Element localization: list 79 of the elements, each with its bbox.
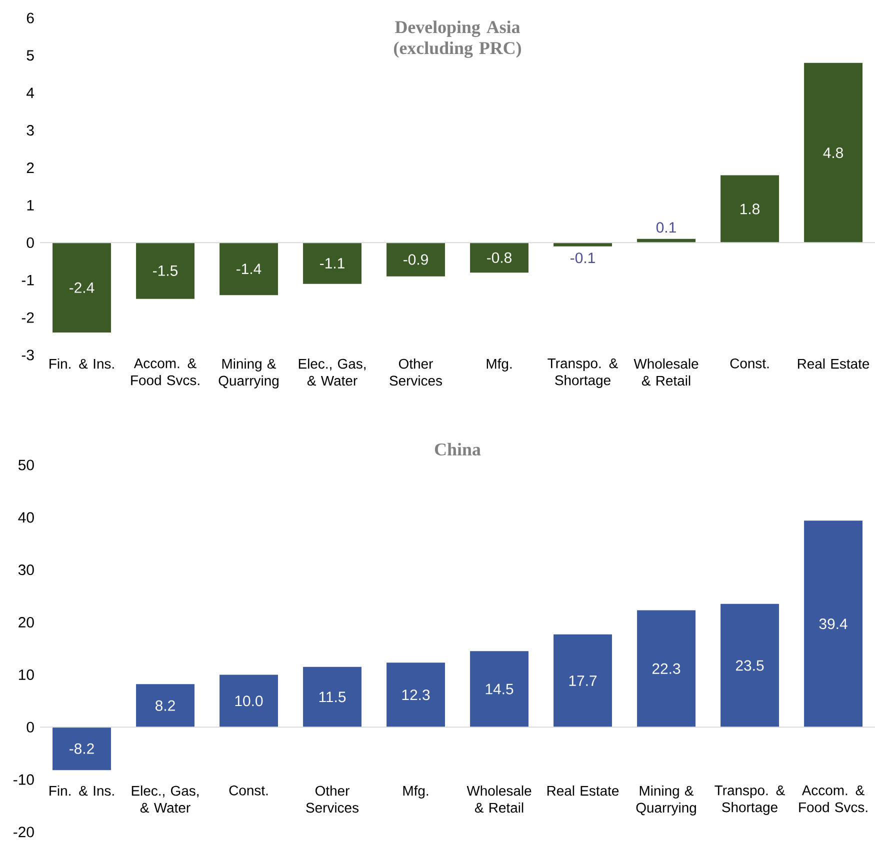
bar (220, 674, 278, 728)
x-tick-label: Mfg. (486, 358, 512, 372)
x-tick-label: Accom. & Food Svcs. (131, 358, 200, 386)
bar (554, 242, 612, 246)
bar (554, 634, 612, 728)
x-tick-label: Real Estate (547, 786, 619, 796)
bar (804, 520, 862, 728)
y-tick-label: 50 (18, 460, 34, 470)
x-tick-label: Transpo. & Shortage (548, 358, 618, 388)
x-tick-label: Fin. & Ins. (50, 358, 114, 369)
data-label: -1.1 (320, 258, 344, 268)
bar (136, 242, 194, 299)
y-tick-label: 1 (27, 200, 34, 210)
x-tick-label: Wholesale & Retail (466, 786, 532, 813)
bar (386, 662, 445, 728)
x-tick-label: Mining & Quarrying (218, 358, 278, 388)
x-tick-label: Mining & Quarrying (636, 786, 696, 816)
bar (386, 242, 445, 276)
bar (804, 62, 862, 243)
data-label: 14.5 (486, 684, 514, 694)
bar (136, 684, 194, 728)
data-label: -8.2 (70, 743, 94, 754)
data-label: -0.9 (404, 254, 428, 265)
y-tick-label: 30 (18, 564, 34, 576)
x-tick-label: Elec., Gas, & Water (132, 786, 198, 813)
data-label: -1.5 (153, 266, 178, 276)
data-label: 1.8 (740, 204, 760, 214)
y-tick-label: 20 (18, 616, 34, 628)
y-tick-label: 2 (26, 162, 34, 173)
x-tick-label: Real Estate (798, 358, 870, 369)
y-tick-label: -10 (14, 774, 34, 785)
data-label: 17.7 (569, 676, 597, 686)
y-tick-label: -1 (22, 274, 34, 286)
data-label: -0.1 (570, 252, 595, 264)
y-tick-label: -2 (22, 312, 34, 323)
x-tick-label: Mfg. (403, 786, 428, 798)
y-tick-label: 3 (26, 125, 34, 136)
y-tick-label: 10 (19, 669, 34, 680)
y-tick-label: 4 (26, 88, 34, 98)
bar (52, 242, 111, 333)
bar (720, 604, 779, 728)
bar (720, 175, 779, 243)
data-label: 8.2 (156, 700, 175, 711)
data-label: 4.8 (823, 147, 843, 158)
text: Developing Asia (excluding PRC) (394, 20, 521, 58)
y-tick-label: 6 (26, 12, 34, 24)
data-label: -0.8 (487, 252, 512, 263)
data-label: 39.4 (819, 618, 848, 630)
data-label: -1.4 (236, 264, 262, 274)
bar (303, 242, 362, 284)
chart-title: China (434, 442, 481, 456)
data-label: 23.5 (736, 660, 764, 671)
data-label: 22.3 (652, 663, 680, 674)
bar (303, 666, 362, 728)
x-tick-label: Other Services (390, 358, 442, 386)
bar (637, 610, 696, 728)
bar (470, 651, 528, 728)
bar (52, 727, 111, 770)
y-tick-label: 0 (26, 237, 34, 248)
data-label: 12.3 (402, 690, 430, 700)
x-tick-label: Elec., Gas, & Water (298, 358, 366, 386)
y-tick-label: -20 (14, 826, 34, 838)
x-tick-label: Const. (229, 785, 268, 796)
y-tick-label: 0 (26, 722, 34, 732)
bar (470, 242, 528, 273)
x-tick-label: Accom. & Food Svcs. (799, 786, 868, 812)
x-tick-label: Wholesale & Retail (634, 358, 698, 386)
y-tick-label: -3 (22, 350, 34, 360)
data-label: -2.4 (70, 282, 94, 293)
x-tick-label: Other Services (306, 786, 358, 813)
data-label: 0.1 (656, 222, 676, 233)
x-tick-label: Fin. & Ins. (50, 786, 114, 796)
data-label: 10.0 (235, 696, 263, 706)
y-tick-label: 40 (18, 512, 34, 523)
x-tick-label: Transpo. & Shortage (714, 786, 785, 815)
bar (220, 242, 278, 296)
x-tick-label: Const. (730, 358, 769, 368)
data-label: 11.5 (319, 692, 346, 702)
y-tick-label: 5 (26, 50, 34, 61)
